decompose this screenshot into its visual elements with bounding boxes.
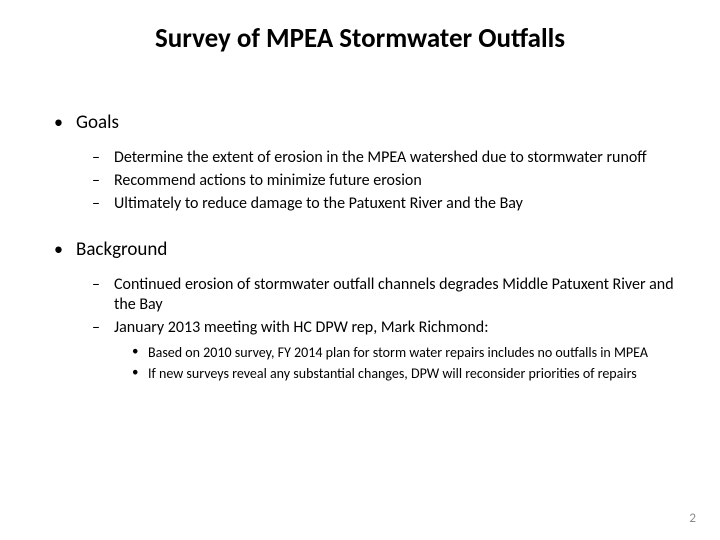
- list-item: Ultimately to reduce damage to the Patux…: [92, 194, 680, 214]
- list-item: January 2013 meeting with HC DPW rep, Ma…: [92, 318, 680, 382]
- list-item: Determine the extent of erosion in the M…: [92, 148, 680, 168]
- section-heading: Goals: [76, 111, 119, 134]
- meeting-sublist: Based on 2010 survey, FY 2014 plan for s…: [114, 344, 680, 382]
- page-number: 2: [689, 511, 696, 526]
- section-background: Background Continued erosion of stormwat…: [52, 238, 680, 382]
- list-item: Based on 2010 survey, FY 2014 plan for s…: [132, 344, 680, 362]
- slide-title: Survey of MPEA Stormwater Outfalls: [40, 22, 680, 55]
- background-list: Continued erosion of stormwater outfall …: [76, 275, 680, 382]
- list-item: Continued erosion of stormwater outfall …: [92, 275, 680, 315]
- list-item: Recommend actions to minimize future ero…: [92, 171, 680, 191]
- slide: Survey of MPEA Stormwater Outfalls Goals…: [0, 0, 720, 540]
- goals-list: Determine the extent of erosion in the M…: [76, 148, 680, 214]
- list-item-text: January 2013 meeting with HC DPW rep, Ma…: [114, 318, 488, 337]
- list-item: If new surveys reveal any substantial ch…: [132, 365, 680, 383]
- section-goals: Goals Determine the extent of erosion in…: [52, 111, 680, 214]
- section-heading: Background: [76, 238, 167, 261]
- content-list: Goals Determine the extent of erosion in…: [40, 111, 680, 382]
